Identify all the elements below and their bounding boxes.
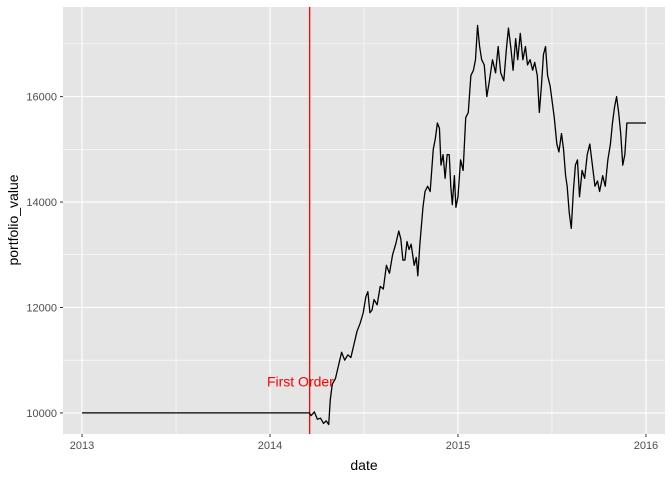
y-tick-label: 16000 [26,92,57,104]
grid-minor [63,7,665,434]
x-axis-ticks: 2013 2014 2015 2016 [70,434,658,452]
y-tick-label: 14000 [26,197,57,209]
y-tick-label: 12000 [26,302,57,314]
grid-major [63,7,665,434]
y-axis-title: portfolio_value [5,174,21,265]
annotation-first-order: First Order [267,374,334,390]
x-tick-label: 2014 [258,440,282,452]
x-tick-label: 2015 [446,440,470,452]
y-axis-ticks: 10000 12000 14000 16000 [26,92,63,420]
x-tick-label: 2016 [634,440,658,452]
x-tick-label: 2013 [70,440,94,452]
y-tick-label: 10000 [26,408,57,420]
x-axis-title: date [350,457,377,473]
series-line-portfolio-value [82,24,646,426]
